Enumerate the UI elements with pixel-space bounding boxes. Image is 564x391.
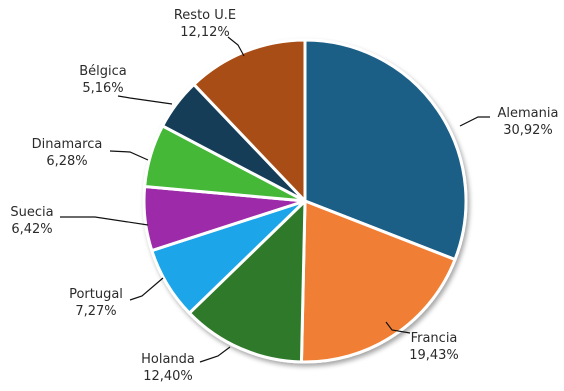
leader-line: [385, 321, 411, 334]
leader-line: [117, 95, 173, 105]
slice-value-label: 30,92%: [503, 123, 553, 138]
slice-labels: Alemania 30,92% Francia 19,43% Holanda 12,40%…: [10, 8, 558, 384]
slice-label: Alemania 30,92%: [498, 106, 559, 138]
slice-value-label: 19,43%: [409, 348, 459, 363]
slice-label: Dinamarca 6,28%: [32, 137, 103, 169]
slice-category-label: Holanda: [141, 352, 195, 367]
slice-value-label: 12,40%: [143, 369, 193, 384]
slice-label: Holanda 12,40%: [141, 352, 195, 384]
pie-slice-alemania: [303, 38, 468, 262]
slice-label: Bélgica 5,16%: [79, 64, 127, 96]
slice-value-label: 7,27%: [75, 304, 116, 319]
pie-slices: [142, 38, 468, 364]
slice-category-label: Dinamarca: [32, 137, 103, 152]
slice-category-label: Francia: [411, 331, 458, 346]
pie-slice-resto-u-e: [192, 38, 307, 203]
leader-line: [60, 216, 149, 226]
slice-label: Resto U.E 12,12%: [174, 8, 236, 40]
slice-label: Suecia 6,42%: [10, 205, 53, 237]
slice-category-label: Bélgica: [79, 64, 127, 79]
slice-value-label: 6,42%: [11, 222, 52, 237]
slice-category-label: Alemania: [498, 106, 559, 121]
leader-line: [109, 150, 149, 161]
pie-slice-francia: [299, 199, 457, 364]
leader-line: [227, 36, 245, 57]
slice-value-label: 5,16%: [82, 81, 123, 96]
leader-lines: [60, 36, 490, 363]
slice-category-label: Portugal: [69, 287, 123, 302]
slice-label: Francia 19,43%: [409, 331, 459, 363]
slice-label: Portugal 7,27%: [69, 287, 123, 319]
slice-value-label: 6,28%: [46, 154, 87, 169]
leader-line: [459, 116, 490, 127]
slice-value-label: 12,12%: [180, 25, 230, 40]
slice-category-label: Resto U.E: [174, 8, 236, 23]
slice-category-label: Suecia: [10, 205, 53, 220]
leader-line: [199, 346, 231, 363]
leader-line: [129, 277, 164, 301]
pie-slice-holanda: [187, 199, 307, 364]
